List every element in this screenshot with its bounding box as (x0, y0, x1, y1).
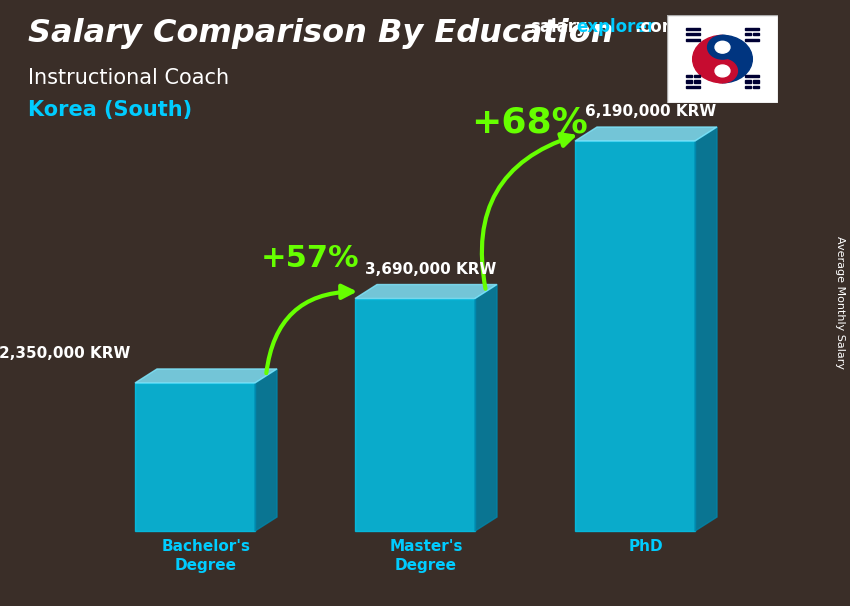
Text: explorer: explorer (576, 18, 655, 36)
Bar (753, 33, 759, 36)
Bar (686, 39, 700, 41)
Bar (745, 33, 751, 36)
Text: 6,190,000 KRW: 6,190,000 KRW (585, 104, 717, 119)
Text: Korea (South): Korea (South) (28, 100, 192, 120)
Text: .com: .com (634, 18, 679, 36)
Bar (0, 333, 850, 364)
Bar (694, 75, 700, 78)
Circle shape (715, 41, 730, 53)
Bar (745, 75, 759, 78)
Bar (0, 303, 850, 333)
Bar (0, 152, 850, 182)
Bar (753, 81, 759, 82)
Bar (0, 0, 850, 30)
Circle shape (707, 35, 738, 59)
Bar (0, 242, 850, 273)
Bar (745, 39, 759, 41)
Bar (0, 182, 850, 212)
Polygon shape (135, 369, 277, 383)
Bar (686, 75, 692, 78)
Text: Instructional Coach: Instructional Coach (28, 68, 230, 88)
Bar (0, 454, 850, 485)
Bar (0, 576, 850, 606)
Circle shape (715, 65, 730, 77)
Bar (0, 545, 850, 576)
Bar (0, 91, 850, 121)
Text: +57%: +57% (261, 244, 360, 273)
FancyArrowPatch shape (266, 285, 353, 373)
Bar (753, 86, 759, 88)
Bar (686, 86, 700, 88)
Text: Average Monthly Salary: Average Monthly Salary (835, 236, 845, 370)
Text: Salary Comparison By Education: Salary Comparison By Education (28, 18, 614, 49)
Bar (745, 28, 759, 30)
Bar (686, 28, 700, 30)
Bar (0, 424, 850, 454)
Bar (135, 383, 255, 531)
Polygon shape (695, 127, 717, 531)
Bar (0, 121, 850, 152)
Text: 2,350,000 KRW: 2,350,000 KRW (0, 346, 130, 361)
FancyArrowPatch shape (482, 134, 573, 289)
Bar (686, 33, 700, 36)
Wedge shape (722, 35, 752, 83)
Bar (0, 485, 850, 515)
Text: Master's
Degree: Master's Degree (389, 539, 462, 573)
Bar (745, 86, 751, 88)
Bar (745, 81, 751, 82)
Polygon shape (255, 369, 277, 531)
Bar (0, 273, 850, 303)
Bar (0, 212, 850, 242)
Polygon shape (475, 284, 497, 531)
Bar (694, 81, 700, 82)
Text: Bachelor's
Degree: Bachelor's Degree (162, 539, 251, 573)
Text: 3,690,000 KRW: 3,690,000 KRW (365, 262, 496, 276)
Bar (0, 364, 850, 394)
Bar (355, 299, 475, 531)
Text: +68%: +68% (472, 106, 588, 140)
Bar (686, 81, 692, 82)
Bar (575, 141, 695, 531)
Bar (0, 515, 850, 545)
Wedge shape (693, 35, 722, 83)
Text: PhD: PhD (629, 539, 663, 554)
Polygon shape (355, 284, 497, 299)
Polygon shape (575, 127, 717, 141)
Bar (0, 61, 850, 91)
Bar (0, 394, 850, 424)
Circle shape (707, 59, 738, 83)
Bar (0, 30, 850, 61)
Text: salary: salary (530, 18, 586, 36)
